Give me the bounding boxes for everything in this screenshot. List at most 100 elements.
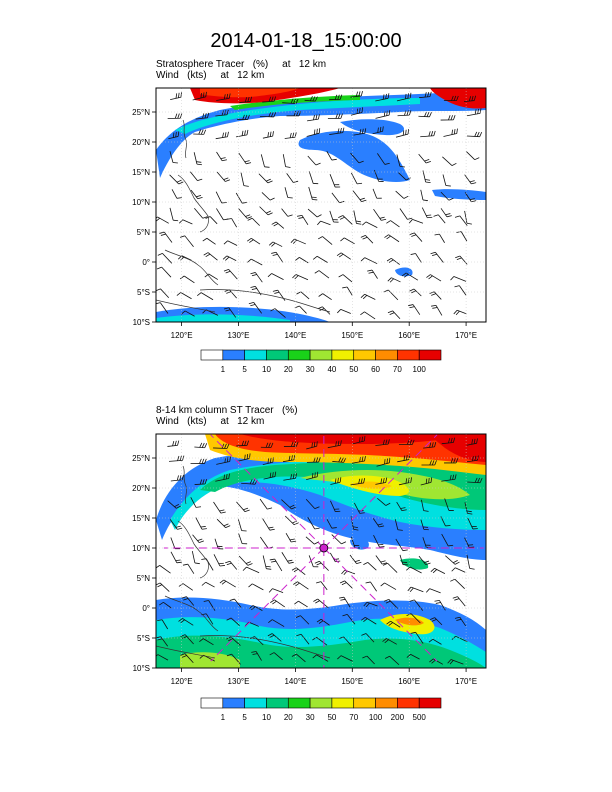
wind-barb (401, 272, 419, 281)
lat-tick-label: 10°S (133, 664, 150, 673)
colorbar-swatch (200, 349, 224, 361)
lon-tick-label: 150°E (341, 677, 363, 686)
wind-barb (297, 214, 309, 226)
wind-barb (428, 638, 442, 645)
top-tracer-blob-streak (340, 119, 405, 136)
wind-barb (452, 596, 466, 607)
lon-tick-label: 120°E (171, 331, 193, 340)
wind-barb (271, 251, 284, 263)
wind-barb (382, 638, 397, 645)
wind-barb (466, 151, 480, 161)
wind-barb (466, 131, 483, 138)
wind-barb (421, 460, 437, 466)
wind-barb (314, 270, 330, 279)
wind-barb (250, 272, 263, 283)
top-axis-ticks: 25°N 20°N 15°N 10°N 5°N 0° 5°S 10°S 120°E 130°E 14… (132, 108, 477, 340)
wind-barb (442, 156, 457, 166)
wind-barb (283, 473, 297, 481)
bottom-coast-philippines (177, 520, 209, 579)
wind-barb (262, 96, 277, 103)
lon-tick-label: 170°E (455, 331, 477, 340)
wind-barb (456, 231, 468, 242)
wind-barb (170, 537, 181, 550)
wind-barb (196, 292, 214, 301)
wind-barb (240, 172, 249, 187)
wind-barb (463, 95, 476, 103)
wind-barb (284, 187, 293, 199)
wind-barb (308, 186, 318, 201)
wind-barb (350, 478, 366, 486)
wind-barb (426, 274, 442, 282)
wind-barb (307, 114, 320, 122)
wind-barb (425, 588, 441, 594)
lon-tick-label: 140°E (284, 331, 306, 340)
wind-barb (171, 189, 182, 199)
wind-barb (372, 518, 385, 528)
wind-barb (308, 171, 319, 185)
wind-barb (259, 498, 273, 510)
wind-barb (157, 253, 173, 264)
wind-barb (387, 310, 401, 319)
colorbar-swatch (309, 349, 333, 361)
lat-tick-label: 5°S (137, 634, 150, 643)
top-tracer-band-green (230, 95, 360, 110)
wind-barb (286, 173, 299, 183)
wind-barb (464, 502, 473, 515)
wind-barb (167, 440, 180, 447)
wind-barb (444, 458, 459, 464)
wind-barb (455, 255, 468, 265)
wind-barb (440, 208, 452, 218)
wind-barb (313, 598, 329, 609)
colorbar-swatch (244, 697, 267, 709)
wind-barb (387, 277, 401, 283)
wind-barb (375, 110, 391, 119)
wind-barb (329, 127, 345, 135)
figure-title: 2014-01-18_15:00:00 (210, 30, 402, 52)
colorbar-swatch (397, 697, 420, 709)
wind-barb (305, 536, 320, 545)
wind-barb (394, 519, 403, 531)
wind-barb (247, 217, 260, 226)
colorbar-label: 1 (221, 365, 226, 374)
wind-barb (395, 538, 408, 552)
wind-barb (202, 237, 216, 245)
storm-radial-line (210, 434, 325, 549)
lon-tick-label: 140°E (284, 677, 306, 686)
top-gridlines (156, 88, 486, 323)
colorbar-label: 20 (284, 713, 293, 722)
wind-barb (467, 477, 483, 484)
storm-radial-line (210, 547, 325, 662)
wind-barb (464, 174, 477, 185)
wind-barb (156, 288, 170, 299)
wind-barb (215, 131, 229, 140)
wind-barb (396, 501, 407, 512)
wind-barb (434, 600, 446, 611)
wind-barb (367, 269, 378, 279)
wind-barb (213, 501, 226, 514)
colorbar-label: 30 (306, 365, 315, 374)
wind-barb (386, 257, 400, 265)
wind-barb (237, 114, 250, 120)
wind-barb (157, 619, 169, 630)
wind-barb (248, 302, 262, 314)
wind-barb (329, 94, 343, 101)
wind-barb (281, 499, 297, 510)
wind-barb (429, 617, 443, 626)
wind-barb (339, 580, 353, 589)
lat-tick-label: 5°N (137, 228, 151, 237)
colorbar-swatch (375, 349, 398, 361)
wind-barb (295, 615, 310, 625)
wind-barb (169, 519, 183, 530)
wind-barb (420, 519, 429, 531)
wind-barb (360, 311, 376, 320)
wind-barb (192, 91, 207, 101)
top-coast-borneo-sulawesi (164, 249, 219, 286)
wind-barb (408, 304, 421, 315)
top-tracer-blob-central (298, 130, 410, 182)
wind-barb (441, 437, 456, 445)
wind-barb (440, 115, 456, 121)
lon-tick-label: 160°E (398, 677, 420, 686)
wind-barb (442, 174, 451, 187)
lat-tick-label: 25°N (132, 108, 150, 117)
lon-tick-label: 130°E (228, 331, 250, 340)
